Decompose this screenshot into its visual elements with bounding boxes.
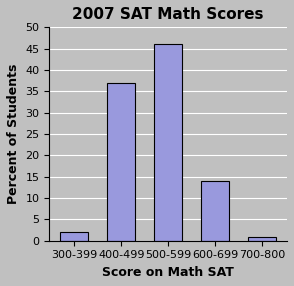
Bar <box>60 232 88 241</box>
Bar <box>107 83 135 241</box>
Bar <box>248 237 276 241</box>
Y-axis label: Percent of Students: Percent of Students <box>7 64 20 204</box>
Title: 2007 SAT Math Scores: 2007 SAT Math Scores <box>72 7 264 22</box>
X-axis label: Score on Math SAT: Score on Math SAT <box>102 266 234 279</box>
Bar <box>201 181 229 241</box>
Bar <box>154 44 182 241</box>
